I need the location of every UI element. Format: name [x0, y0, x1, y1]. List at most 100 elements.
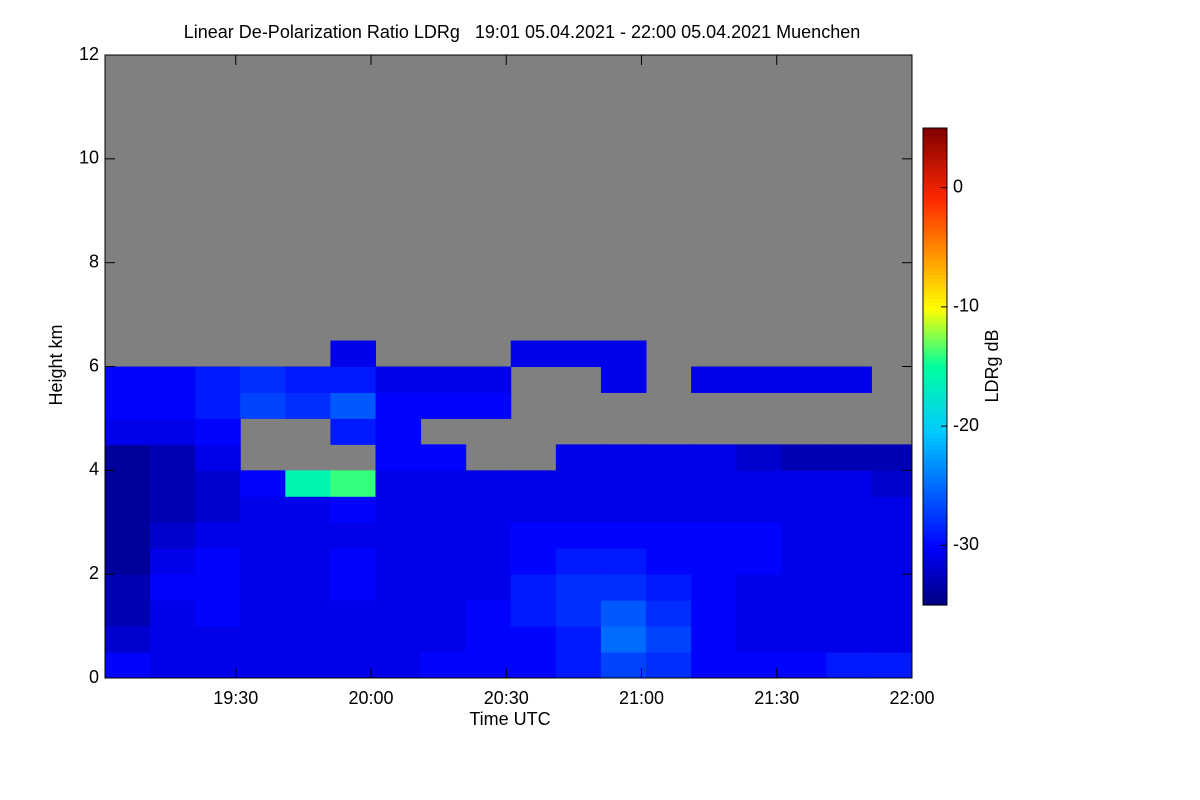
colorbar-segment [923, 461, 947, 467]
y-tick-label: 0 [89, 667, 99, 687]
heatmap-cell [150, 496, 196, 523]
colorbar-segment [923, 314, 947, 320]
colorbar-segment [923, 283, 947, 288]
colorbar-segment [923, 279, 947, 284]
heatmap-cell [420, 548, 467, 575]
heatmap-cell [150, 600, 196, 627]
heatmap-cell [285, 574, 331, 601]
heatmap-cell [150, 366, 196, 393]
colorbar-segment [923, 179, 947, 185]
colorbar-segment [923, 259, 947, 264]
colorbar-segment [923, 402, 947, 407]
colorbar-segment [923, 195, 947, 201]
heatmap-cell [195, 652, 241, 678]
heatmap-cell [510, 522, 557, 549]
heatmap-cell [691, 548, 737, 575]
colorbar-segment [923, 557, 947, 562]
heatmap-cell [645, 522, 692, 549]
heatmap-cell [375, 392, 422, 419]
colorbar-segment [923, 465, 947, 471]
colorbar-segment [923, 442, 947, 447]
heatmap-cell [645, 626, 692, 653]
heatmap-cell [330, 470, 376, 497]
heatmap-cell [826, 548, 872, 575]
colorbar-segment [923, 187, 947, 193]
heatmap-cell [105, 574, 151, 601]
heatmap-cell [285, 470, 331, 497]
heatmap-cell [465, 574, 512, 601]
heatmap-cell [781, 652, 827, 678]
colorbar-segment [923, 211, 947, 217]
heatmap-cell [285, 392, 331, 419]
heatmap-cell [600, 574, 647, 601]
heatmap-cell [600, 340, 647, 367]
heatmap-cell [465, 652, 512, 678]
heatmap-cell [375, 496, 422, 523]
heatmap-cell [645, 444, 692, 471]
colorbar-segment [923, 481, 947, 487]
heatmap-cell [150, 574, 196, 601]
colorbar-segment [923, 394, 947, 399]
heatmap-cell [555, 548, 602, 575]
colorbar-segment [923, 366, 947, 372]
colorbar-segment [923, 135, 947, 141]
colorbar-segment [923, 509, 947, 515]
colorbar-segment [923, 203, 947, 209]
heatmap-cell [781, 444, 827, 471]
heatmap-cell [691, 444, 737, 471]
colorbar-segment [923, 235, 947, 240]
colorbar-segment [923, 386, 947, 391]
colorbar-segment [923, 358, 947, 364]
heatmap-cell [375, 574, 422, 601]
heatmap-cell [420, 470, 467, 497]
heatmap-cell [240, 392, 286, 419]
colorbar-segment [923, 354, 947, 360]
heatmap-cell [465, 548, 512, 575]
heatmap-cell [555, 444, 602, 471]
heatmap-cell [330, 522, 376, 549]
colorbar-segment [923, 529, 947, 535]
heatmap-cell [510, 470, 557, 497]
heatmap-cell [195, 496, 241, 523]
colorbar-segment [923, 541, 947, 546]
heatmap-cell [600, 626, 647, 653]
colorbar-segment [923, 410, 947, 415]
colorbar-segment [923, 287, 947, 292]
heatmap-cell [645, 470, 692, 497]
colorbar-segment [923, 593, 947, 598]
heatmap [105, 55, 912, 678]
heatmap-cell [150, 444, 196, 471]
colorbar-segment [923, 453, 947, 459]
chart-title: Linear De-Polarization Ratio LDRg 19:01 … [184, 22, 860, 42]
heatmap-cell [600, 600, 647, 627]
heatmap-cell [330, 496, 376, 523]
colorbar-segment [923, 406, 947, 411]
heatmap-cell [465, 600, 512, 627]
colorbar-segment [923, 565, 947, 570]
heatmap-cell [600, 548, 647, 575]
heatmap-cell [105, 548, 151, 575]
colorbar-segment [923, 457, 947, 463]
colorbar-segment [923, 302, 947, 308]
colorbar-segment [923, 159, 947, 165]
colorbar-segment [923, 207, 947, 213]
heatmap-cell [826, 366, 872, 393]
heatmap-cell [600, 522, 647, 549]
heatmap-cell [871, 652, 912, 678]
colorbar-segment [923, 477, 947, 483]
heatmap-cell [285, 652, 331, 678]
heatmap-cell [420, 496, 467, 523]
heatmap-cell [375, 548, 422, 575]
heatmap-cell [555, 470, 602, 497]
heatmap-cell [375, 652, 422, 678]
heatmap-cell [465, 522, 512, 549]
heatmap-cell [240, 600, 286, 627]
heatmap-cell [871, 470, 912, 497]
heatmap-cell [691, 574, 737, 601]
x-tick-label: 20:00 [348, 688, 393, 708]
colorbar-segment [923, 275, 947, 280]
colorbar-segment [923, 267, 947, 272]
heatmap-cell [691, 652, 737, 678]
colorbar-segment [923, 143, 947, 149]
heatmap-cell [465, 366, 512, 393]
